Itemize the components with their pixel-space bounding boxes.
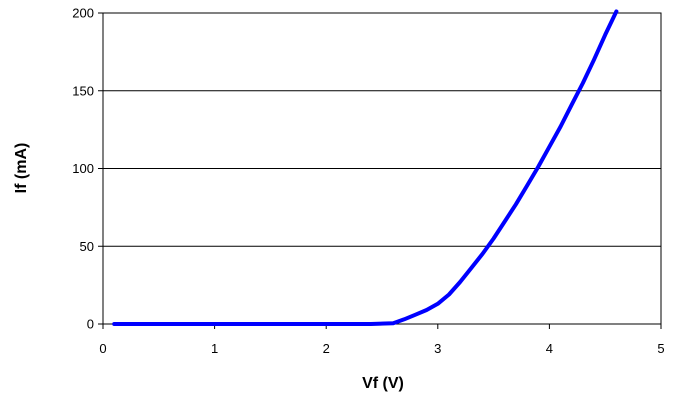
x-tick-label: 1 — [211, 341, 218, 356]
x-tick-label: 4 — [546, 341, 553, 356]
y-tick-label: 200 — [72, 6, 94, 21]
y-tick-label: 0 — [87, 317, 94, 332]
label-layer: 0 50 100 150 200 0 1 2 3 4 5 — [72, 6, 664, 357]
grid-layer — [103, 90, 661, 247]
y-tick-label: 150 — [72, 83, 94, 98]
x-axis-title: Vf (V) — [362, 375, 404, 392]
x-tick-label: 3 — [434, 341, 441, 356]
x-tick-label: 0 — [99, 341, 106, 356]
series-layer — [112, 9, 619, 326]
series-line — [112, 9, 619, 326]
x-tick-label: 5 — [657, 341, 664, 356]
axis-layer — [98, 12, 662, 329]
y-tick-label: 50 — [80, 239, 94, 254]
x-tick-label: 2 — [323, 341, 330, 356]
y-axis-title: If (mA) — [13, 143, 30, 194]
y-tick-label: 100 — [72, 161, 94, 176]
